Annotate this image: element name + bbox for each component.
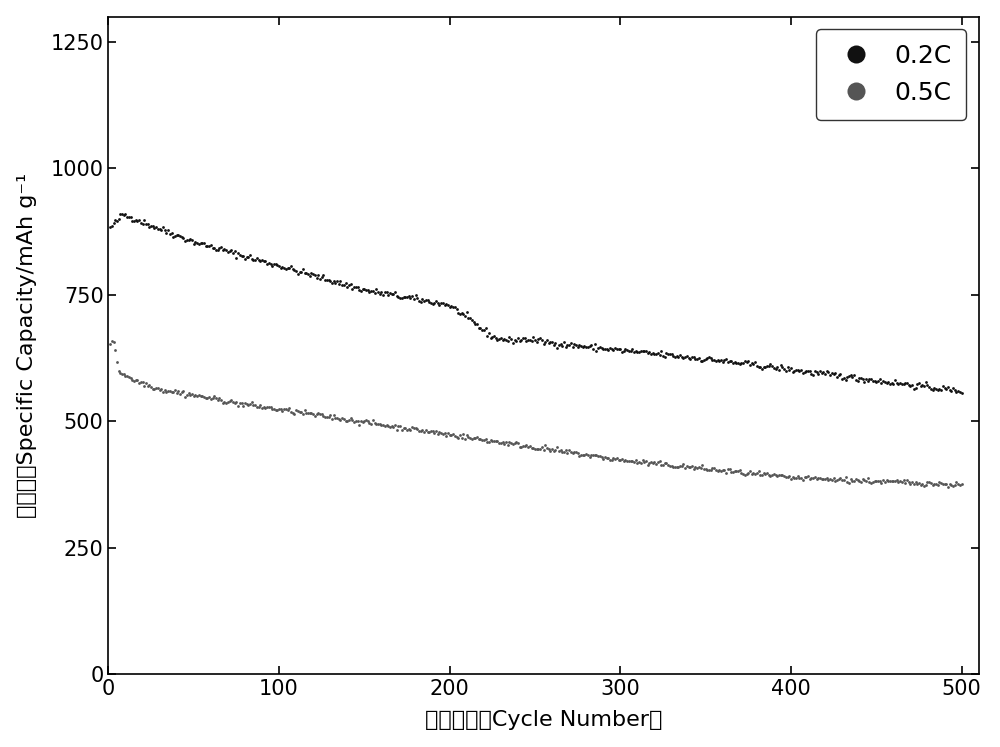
0.2C <box>116 209 128 218</box>
0.5C <box>942 482 954 491</box>
0.2C <box>515 335 527 344</box>
0.5C <box>567 449 579 458</box>
0.5C <box>510 438 522 447</box>
Legend: 0.2C, 0.5C: 0.2C, 0.5C <box>816 29 966 120</box>
0.2C <box>804 366 816 375</box>
0.2C <box>104 222 116 231</box>
Line: 0.2C: 0.2C <box>109 212 963 394</box>
0.5C <box>104 340 116 349</box>
X-axis label: 循环次数（Cycle Number）: 循环次数（Cycle Number） <box>425 710 662 731</box>
0.5C <box>956 480 968 489</box>
Line: 0.5C: 0.5C <box>109 339 963 488</box>
0.5C <box>613 455 625 464</box>
0.2C <box>567 343 579 352</box>
Y-axis label: 比容量（Specific Capacity/mAh g⁻¹: 比容量（Specific Capacity/mAh g⁻¹ <box>17 173 37 518</box>
0.2C <box>956 389 968 398</box>
0.2C <box>510 336 522 345</box>
0.5C <box>106 336 118 345</box>
0.5C <box>937 480 949 489</box>
0.2C <box>937 382 949 391</box>
0.5C <box>804 474 816 483</box>
0.5C <box>515 442 527 451</box>
0.2C <box>613 344 625 353</box>
